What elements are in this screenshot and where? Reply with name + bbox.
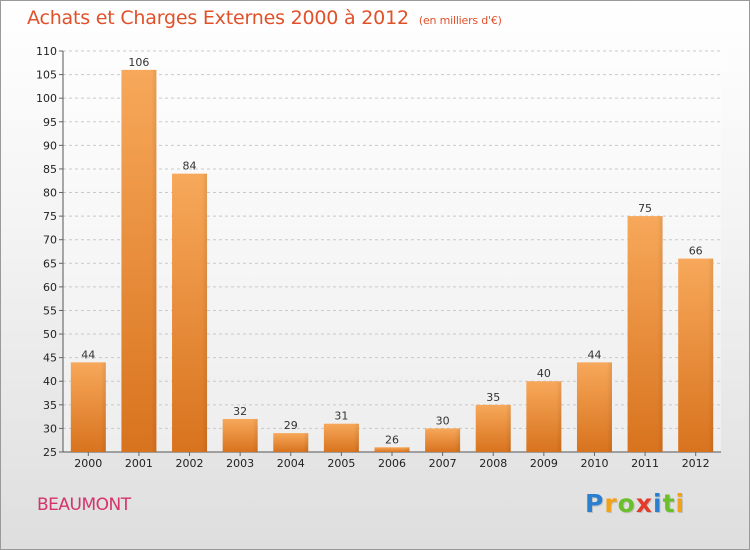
bar-shade (627, 216, 663, 452)
bar-shade (425, 428, 461, 452)
bar-shade (678, 258, 714, 452)
logo-letter: P (585, 489, 605, 518)
x-tick-label: 2007 (429, 457, 457, 470)
x-tick-label: 2009 (530, 457, 558, 470)
x-tick-label: 2006 (378, 457, 406, 470)
data-label: 31 (334, 410, 348, 423)
bar-shade (273, 433, 309, 452)
bar-shade (323, 423, 359, 452)
data-label: 35 (486, 391, 500, 404)
y-tick-label: 90 (43, 139, 57, 152)
logo-letter: o (617, 489, 636, 518)
x-tick-label: 2008 (479, 457, 507, 470)
logo-letter: i (675, 489, 686, 518)
data-label: 44 (81, 348, 95, 361)
bar-shade (475, 404, 511, 452)
data-label: 26 (385, 433, 399, 446)
bar-shade (121, 69, 157, 452)
y-tick-label: 70 (43, 234, 57, 247)
data-label: 30 (436, 414, 450, 427)
y-tick-label: 65 (43, 257, 57, 270)
data-label: 75 (638, 202, 652, 215)
logo-letter: x (635, 489, 653, 518)
x-tick-label: 2003 (226, 457, 254, 470)
y-tick-label: 60 (43, 281, 57, 294)
data-label: 44 (587, 348, 601, 361)
x-tick-label: 2004 (277, 457, 305, 470)
bar-shade (70, 362, 106, 452)
y-tick-label: 105 (36, 69, 57, 82)
chart-subtitle: (en milliers d'€) (418, 14, 502, 27)
y-tick-label: 50 (43, 328, 57, 341)
city-name: BEAUMONT (37, 495, 131, 515)
data-label: 106 (128, 56, 149, 69)
x-tick-label: 2011 (631, 457, 659, 470)
y-tick-label: 55 (43, 304, 57, 317)
data-label: 66 (689, 245, 703, 258)
data-label: 40 (537, 367, 551, 380)
logo-letter: t (662, 489, 676, 518)
y-tick-label: 75 (43, 210, 57, 223)
data-label: 84 (183, 160, 197, 173)
y-tick-label: 35 (43, 399, 57, 412)
y-tick-label: 40 (43, 375, 57, 388)
y-tick-label: 25 (43, 446, 57, 459)
y-tick-label: 100 (36, 92, 57, 105)
plot-area (63, 51, 721, 452)
data-label: 32 (233, 405, 247, 418)
y-tick-label: 45 (43, 352, 57, 365)
bar-shade (526, 381, 562, 452)
y-tick-label: 95 (43, 116, 57, 129)
x-tick-label: 2012 (682, 457, 710, 470)
data-label: 29 (284, 419, 298, 432)
y-tick-label: 80 (43, 187, 57, 200)
x-tick-label: 2001 (125, 457, 153, 470)
logo-letter: i (653, 489, 663, 518)
y-tick-label: 30 (43, 422, 57, 435)
x-tick-label: 2002 (176, 457, 204, 470)
bar-shade (222, 418, 258, 452)
bar-shade (172, 173, 208, 453)
y-tick-label: 85 (43, 163, 57, 176)
y-tick-label: 110 (36, 45, 57, 58)
x-tick-label: 2005 (327, 457, 355, 470)
x-tick-label: 2010 (580, 457, 608, 470)
logo-letter: r (604, 489, 618, 518)
proxiti-logo: Proxiti (585, 489, 685, 518)
bar-shade (576, 362, 612, 452)
bar-shade (374, 447, 410, 452)
title-text: Achats et Charges Externes 2000 à 2012 (27, 7, 409, 29)
chart-title: Achats et Charges Externes 2000 à 2012 (e… (27, 7, 502, 29)
x-tick-label: 2000 (74, 457, 102, 470)
